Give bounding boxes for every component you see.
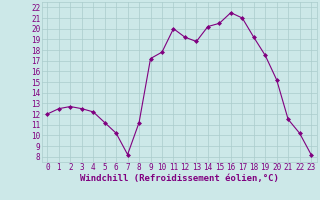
X-axis label: Windchill (Refroidissement éolien,°C): Windchill (Refroidissement éolien,°C) bbox=[80, 174, 279, 183]
